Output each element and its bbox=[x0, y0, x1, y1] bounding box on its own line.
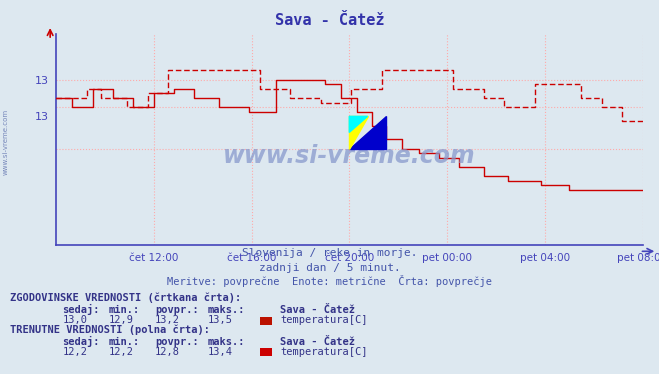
Polygon shape bbox=[349, 116, 368, 148]
Text: zadnji dan / 5 minut.: zadnji dan / 5 minut. bbox=[258, 263, 401, 273]
Text: 13,0: 13,0 bbox=[63, 315, 88, 325]
Text: min.:: min.: bbox=[109, 306, 140, 315]
Text: Meritve: povprečne  Enote: metrične  Črta: povprečje: Meritve: povprečne Enote: metrične Črta:… bbox=[167, 275, 492, 287]
Text: 13,2: 13,2 bbox=[155, 315, 180, 325]
Text: min.:: min.: bbox=[109, 337, 140, 347]
Text: 13,4: 13,4 bbox=[208, 347, 233, 356]
Text: temperatura[C]: temperatura[C] bbox=[280, 315, 368, 325]
Text: Sava - Čatež: Sava - Čatež bbox=[275, 13, 384, 28]
Text: 12,9: 12,9 bbox=[109, 315, 134, 325]
Text: povpr.:: povpr.: bbox=[155, 306, 198, 315]
Text: www.si-vreme.com: www.si-vreme.com bbox=[223, 144, 476, 168]
Text: sedaj:: sedaj: bbox=[63, 336, 100, 347]
Text: maks.:: maks.: bbox=[208, 306, 245, 315]
Polygon shape bbox=[349, 116, 368, 132]
Text: povpr.:: povpr.: bbox=[155, 337, 198, 347]
Text: 12,2: 12,2 bbox=[63, 347, 88, 356]
Text: www.si-vreme.com: www.si-vreme.com bbox=[2, 109, 9, 175]
Text: Sava - Čatež: Sava - Čatež bbox=[280, 306, 355, 315]
Text: ZGODOVINSKE VREDNOSTI (črtkana črta):: ZGODOVINSKE VREDNOSTI (črtkana črta): bbox=[10, 292, 241, 303]
Text: 12,2: 12,2 bbox=[109, 347, 134, 356]
Text: sedaj:: sedaj: bbox=[63, 304, 100, 315]
Text: Slovenija / reke in morje.: Slovenija / reke in morje. bbox=[242, 248, 417, 258]
Text: 13,5: 13,5 bbox=[208, 315, 233, 325]
Text: 12,8: 12,8 bbox=[155, 347, 180, 356]
Text: TRENUTNE VREDNOSTI (polna črta):: TRENUTNE VREDNOSTI (polna črta): bbox=[10, 324, 210, 335]
Text: Sava - Čatež: Sava - Čatež bbox=[280, 337, 355, 347]
Polygon shape bbox=[349, 116, 386, 148]
Text: ✖: ✖ bbox=[261, 317, 266, 326]
Text: maks.:: maks.: bbox=[208, 337, 245, 347]
Text: temperatura[C]: temperatura[C] bbox=[280, 347, 368, 356]
